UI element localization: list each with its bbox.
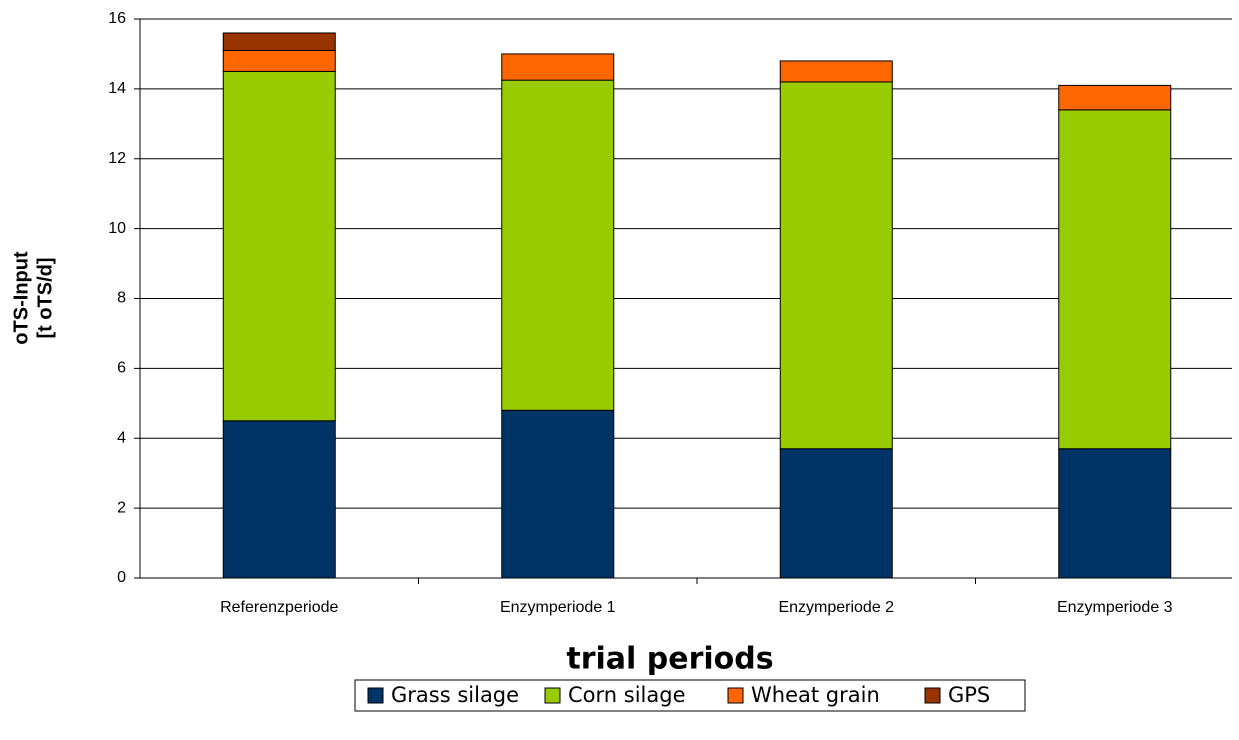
legend-label: GPS (948, 683, 990, 707)
y-axis-title: oTS-Input [t oTS/d] (10, 251, 56, 345)
bar-segment (501, 79, 615, 411)
legend-swatch (544, 687, 561, 704)
legend-swatch (727, 687, 744, 704)
bar-segment (1058, 84, 1172, 111)
bar-segment (222, 49, 336, 72)
bar-segment (779, 448, 893, 579)
y-tick-label: 4 (117, 429, 126, 446)
legend-box (354, 679, 1026, 712)
bar-segment (501, 53, 615, 81)
y-tick-label: 0 (117, 569, 126, 586)
x-tick-label: Enzymperiode 3 (1057, 599, 1173, 616)
bar-segment (222, 70, 336, 422)
bar-segment (1058, 109, 1172, 450)
y-tick-label: 14 (108, 80, 126, 97)
legend-swatch (367, 687, 384, 704)
bar-segment (779, 81, 893, 450)
x-tick-label: Enzymperiode 2 (778, 599, 894, 616)
x-axis-title: trial periods (566, 642, 773, 677)
y-axis-title-line: [t oTS/d] (34, 257, 56, 338)
legend-label: Corn silage (568, 683, 686, 707)
bar-segment (222, 420, 336, 579)
legend-label: Grass silage (391, 683, 519, 707)
legend-label: Wheat grain (751, 683, 880, 707)
y-tick-label: 16 (108, 10, 126, 27)
y-tick-label: 2 (117, 499, 126, 516)
bar-segment (779, 60, 893, 83)
y-axis-title-line: oTS-Input (10, 251, 32, 345)
legend-swatch (924, 687, 941, 704)
y-tick-label: 12 (108, 150, 126, 167)
x-tick-label: Enzymperiode 1 (500, 599, 616, 616)
bar-segment (222, 32, 336, 51)
y-tick-label: 10 (108, 220, 126, 237)
bar-segment (1058, 448, 1172, 579)
y-tick-label: 8 (117, 290, 126, 307)
x-tick-label: Referenzperiode (220, 599, 338, 616)
bar-segment (501, 409, 615, 579)
y-tick-label: 6 (117, 360, 126, 377)
